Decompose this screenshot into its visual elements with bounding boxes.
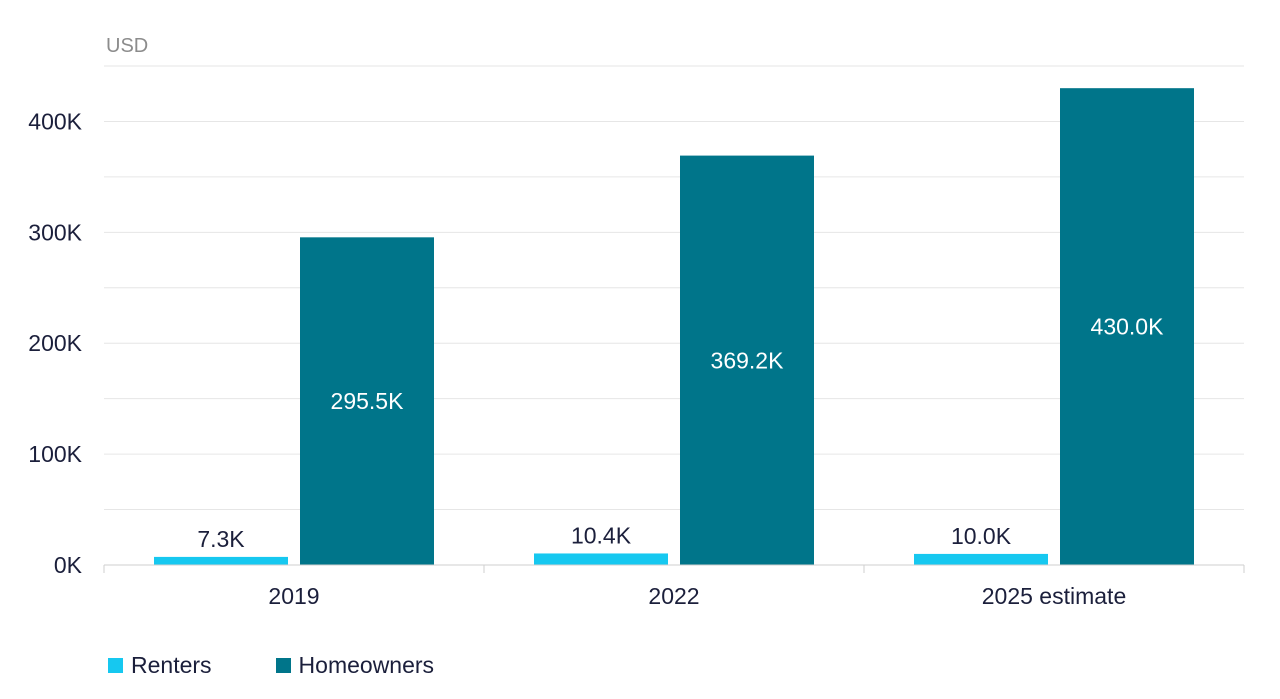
legend-item-homeowners[interactable]: Homeowners: [275, 652, 435, 679]
y-tick-label: 100K: [28, 441, 82, 467]
legend-item-renters[interactable]: Renters: [108, 652, 212, 679]
bar-homeowners-2[interactable]: [1060, 88, 1194, 565]
legend-swatch-renters: [108, 658, 123, 673]
y-axis-unit-label: USD: [106, 35, 148, 57]
x-tick-label: 2019: [268, 583, 319, 609]
y-tick-label: 400K: [28, 108, 82, 134]
legend: Renters Homeowners: [108, 652, 434, 679]
bar-renters-1[interactable]: [534, 553, 668, 565]
x-tick-label: 2022: [648, 583, 699, 609]
x-axis-ticks: 2019 2022 2025 estimate: [268, 583, 1126, 609]
y-axis-ticks: 0K 100K 200K 300K 400K: [28, 108, 82, 578]
data-label-renters-0: 7.3K: [197, 526, 245, 552]
data-label-renters-1: 10.4K: [571, 522, 632, 548]
bar-homeowners-0[interactable]: [300, 237, 434, 565]
legend-label-renters: Renters: [131, 652, 212, 678]
bar-homeowners-1[interactable]: [680, 155, 814, 566]
data-label-homeowners-2: 430.0K: [1091, 314, 1165, 340]
grid-lines: [104, 65, 1244, 511]
bars: [154, 88, 1194, 566]
data-labels: 7.3K 295.5K 10.4K 369.2K 10.0K 430.0K: [197, 314, 1164, 552]
data-label-homeowners-0: 295.5K: [331, 388, 405, 414]
legend-swatch-homeowners: [275, 658, 291, 673]
legend-label-homeowners: Homeowners: [298, 652, 435, 678]
x-tick-label: 2025 estimate: [982, 583, 1126, 609]
x-axis: [103, 564, 1245, 573]
y-tick-label: 300K: [28, 219, 82, 245]
bar-renters-2[interactable]: [914, 553, 1048, 565]
data-label-renters-2: 10.0K: [951, 523, 1012, 549]
y-tick-label: 0K: [54, 552, 83, 578]
data-label-homeowners-1: 369.2K: [711, 347, 785, 373]
bar-renters-0[interactable]: [154, 556, 288, 565]
y-tick-label: 200K: [28, 330, 82, 356]
